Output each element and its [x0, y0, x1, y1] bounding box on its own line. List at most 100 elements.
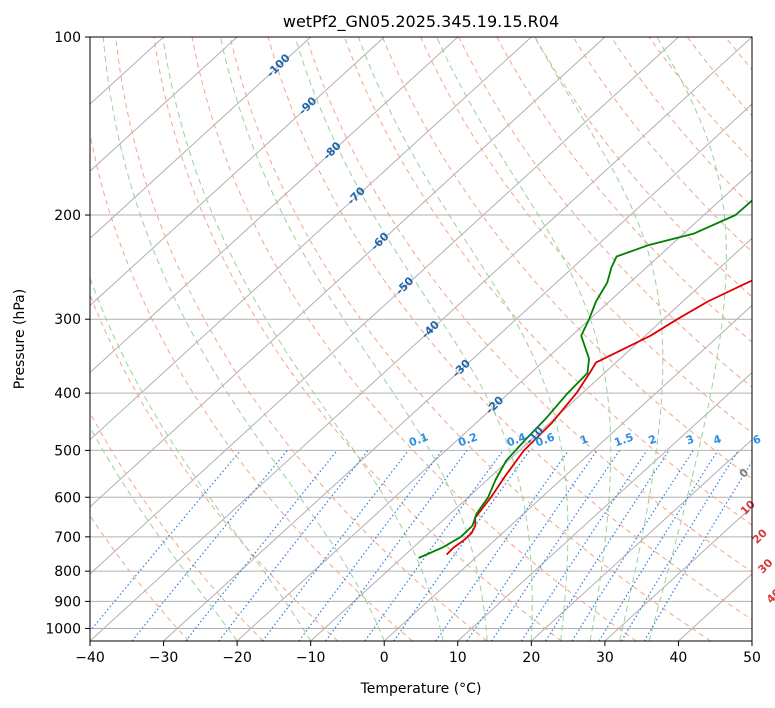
mixing-ratio-line — [491, 450, 621, 641]
isotherm-line — [310, 237, 752, 641]
isotherm-line — [90, 37, 312, 240]
adiabat-label: 0 — [737, 466, 752, 481]
mixing-ratio-line — [621, 450, 739, 641]
dry-adiabat-line — [648, 37, 752, 163]
x-tick-label: −20 — [222, 650, 252, 666]
x-tick-label: 40 — [670, 650, 688, 666]
moist-adiabat-line — [294, 37, 533, 641]
x-tick-label: 30 — [596, 650, 614, 666]
y-tick-label: 200 — [54, 208, 81, 224]
dewpoint-profile-line — [418, 199, 752, 559]
x-tick-label: −10 — [296, 650, 326, 666]
chart-title: wetPf2_GN05.2025.345.19.15.R04 — [283, 12, 559, 32]
y-tick-label: 700 — [54, 530, 81, 546]
dry-adiabat-line — [725, 37, 752, 71]
adiabat-label: 40 — [764, 586, 775, 606]
isotherm-label: -100 — [264, 51, 293, 80]
y-tick-label: 100 — [54, 30, 81, 46]
mixing-ratio-line — [218, 450, 369, 641]
dry-adiabat-line — [90, 411, 264, 641]
isotherm-line — [236, 170, 752, 641]
mixing-ratio-line — [298, 450, 443, 641]
mixing-ratio-line — [643, 460, 752, 641]
mixing-ratio-label: 0.6 — [534, 430, 557, 449]
y-tick-label: 600 — [54, 490, 81, 506]
dry-adiabat-line — [572, 37, 752, 253]
isotherm-line — [90, 37, 532, 441]
y-tick-label: 400 — [54, 386, 81, 402]
x-tick-label: 10 — [449, 650, 467, 666]
moist-adiabat-line — [436, 37, 612, 641]
moist-adiabat-line — [90, 426, 238, 641]
dry-adiabat-line — [610, 37, 752, 208]
mixing-ratio-line — [571, 450, 694, 641]
plot-frame — [89, 36, 753, 642]
mixing-ratio-line — [325, 450, 468, 641]
mixing-ratio-label: 0.4 — [505, 430, 528, 449]
y-tick-label: 900 — [54, 594, 81, 610]
dry-adiabat-line — [267, 37, 752, 621]
mixing-ratio-label: 2 — [647, 433, 659, 448]
mixing-ratio-line — [131, 450, 288, 641]
isotherm-line — [90, 37, 238, 172]
dry-adiabat-line — [764, 37, 775, 641]
mixing-ratio-line — [90, 450, 241, 632]
x-tick-label: −30 — [149, 650, 179, 666]
mixing-ratio-line — [185, 450, 338, 641]
dry-adiabat-line — [496, 37, 752, 343]
mixing-ratio-label: 3 — [684, 433, 696, 448]
isotherm-line — [383, 304, 752, 641]
isotherm-line — [604, 506, 752, 641]
dry-adiabat-line — [90, 293, 339, 641]
mixing-ratio-label: 1 — [578, 433, 590, 448]
mixing-ratio-line — [364, 450, 504, 641]
dry-adiabat-line — [153, 37, 562, 641]
isotherm-line — [90, 37, 385, 307]
mixing-ratio-label: 4 — [711, 432, 723, 447]
dry-adiabat-line — [90, 131, 413, 641]
dry-adiabat-line — [191, 37, 637, 641]
mixing-ratio-line — [435, 450, 569, 641]
isotherm-line — [90, 37, 752, 641]
isotherm-line — [90, 37, 679, 575]
adiabat-label: 10 — [738, 498, 758, 518]
mixing-ratio-line — [393, 450, 531, 641]
y-axis-label: Pressure (hPa) — [12, 289, 28, 389]
y-tick-label: 800 — [54, 564, 81, 580]
y-tick-label: 500 — [54, 443, 81, 459]
moist-adiabat-line — [219, 37, 488, 641]
moist-adiabat-line — [102, 37, 385, 641]
dry-adiabat-line — [534, 37, 752, 298]
mixing-ratio-label: 6 — [751, 432, 763, 447]
moist-adiabat-line — [357, 37, 569, 641]
moist-adiabat-line — [648, 37, 727, 641]
x-tick-label: 20 — [522, 650, 540, 666]
dry-adiabat-line — [229, 37, 712, 641]
dry-adiabat-line — [90, 514, 190, 641]
x-tick-label: 50 — [743, 650, 761, 666]
isotherm-line — [90, 37, 606, 508]
x-tick-label: −40 — [75, 650, 105, 666]
dry-adiabat-line — [686, 37, 752, 117]
mixing-ratio-line — [262, 450, 409, 641]
x-axis-label: Temperature (°C) — [360, 681, 482, 697]
moist-adiabat-line — [90, 276, 312, 641]
isotherm-line — [751, 640, 752, 641]
dry-adiabat-line — [382, 37, 752, 480]
moist-adiabat-line — [534, 37, 664, 641]
isotherm-line — [90, 37, 459, 374]
mixing-ratio-line — [545, 450, 670, 641]
mixing-ratio-label: 0.1 — [407, 431, 430, 450]
adiabat-label: 20 — [750, 526, 770, 546]
isotherm-line — [163, 103, 752, 641]
y-tick-label: 1000 — [45, 621, 81, 637]
mixing-ratio-line — [520, 450, 648, 641]
mixing-ratio-line — [598, 450, 719, 641]
mixing-ratio-label: 1.5 — [612, 431, 635, 450]
y-tick-label: 300 — [54, 312, 81, 328]
mixing-ratio-label: 0.2 — [457, 431, 480, 450]
dry-adiabat-line — [115, 37, 488, 641]
dry-adiabat-line — [305, 37, 752, 573]
temperature-profile-line — [445, 279, 752, 556]
